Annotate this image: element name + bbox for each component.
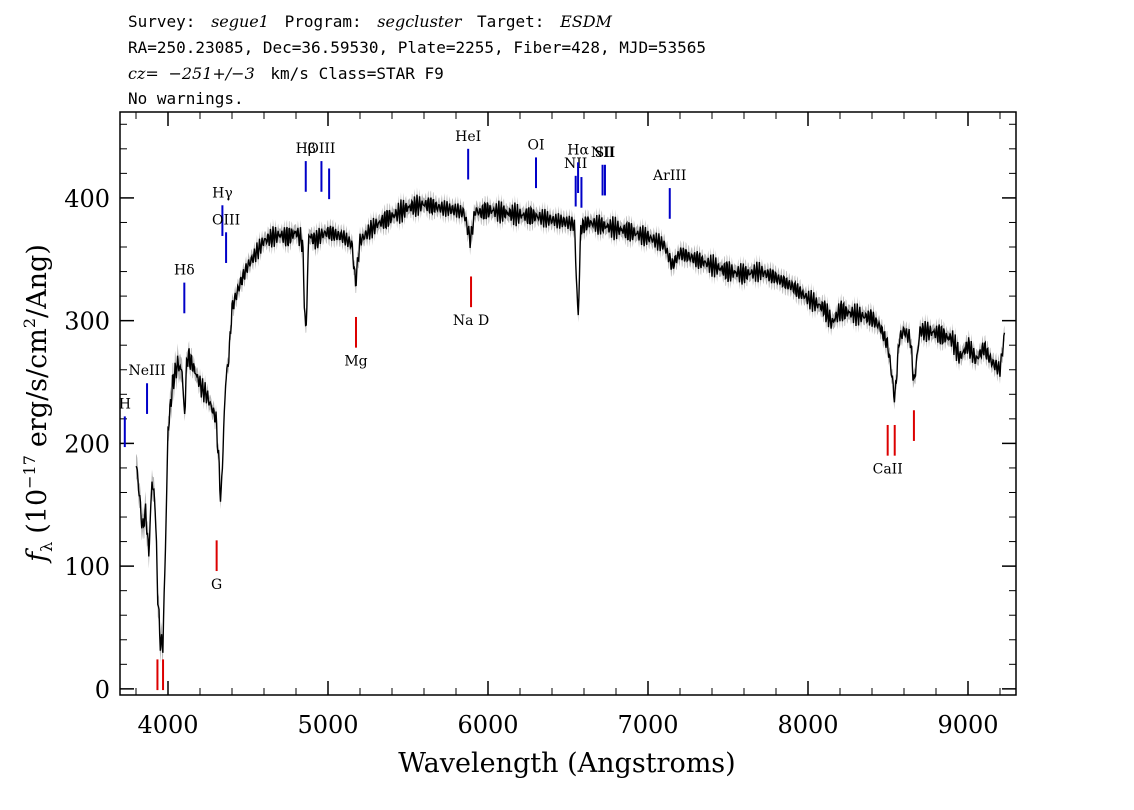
cz-value: −251+/−3 <box>168 64 254 83</box>
y-axis-title-exp2: 2 <box>20 318 39 328</box>
header-line-4: No warnings. <box>128 89 244 108</box>
emission-line-label: Hγ <box>212 185 233 201</box>
cz-label: cz= <box>128 64 159 83</box>
survey-value: segue1 <box>211 12 269 31</box>
y-tick-label: 100 <box>64 553 110 581</box>
header-line-2: RA=250.23085, Dec=36.59530, Plate=2255, … <box>128 38 706 57</box>
survey-label: Survey: <box>128 12 195 31</box>
error-band <box>136 187 1005 666</box>
cz-rest: km/s Class=STAR F9 <box>270 64 443 83</box>
absorption-line-label: Na D <box>453 313 489 329</box>
y-axis-title-sub: λ <box>37 542 56 552</box>
emission-line-label: Hα <box>567 142 589 158</box>
emission-line-label: Hδ <box>174 263 195 279</box>
axis-ticks <box>120 112 1016 695</box>
x-tick-label: 8000 <box>777 711 838 739</box>
emission-line-label: ArIII <box>652 168 686 184</box>
emission-line-label: HeI <box>455 129 481 145</box>
y-axis-title-units: erg/s/cm <box>22 328 53 447</box>
emission-line-label: OIII <box>212 212 240 228</box>
absorption-line-label: CaII <box>873 462 903 478</box>
y-axis-title-open: (10 <box>22 489 53 534</box>
program-value: segcluster <box>377 12 462 31</box>
target-value: ESDM <box>559 12 612 31</box>
header-line-1: Survey: segue1 Program: segcluster Targe… <box>128 12 613 31</box>
y-axis-title-exp: −17 <box>20 455 39 489</box>
program-label: Program: <box>285 12 362 31</box>
header-line-3: cz= −251+/−3 km/s Class=STAR F9 <box>128 64 444 83</box>
emission-line-label: NII <box>591 145 614 161</box>
emission-line-label: Hβ <box>296 141 316 157</box>
x-tick-label: 5000 <box>297 711 358 739</box>
y-tick-label: 200 <box>64 430 110 458</box>
y-tick-label: 300 <box>64 308 110 336</box>
tick-labels: 4000 5000 6000 7000 8000 9000 0 100 200 300 400 <box>64 185 998 739</box>
plot-frame <box>119 111 1017 696</box>
emission-line-label: SII <box>595 145 616 161</box>
error-band-layer <box>136 187 1005 666</box>
absorption-line-label: Mg <box>344 354 367 370</box>
emission-line-label: H <box>119 396 131 412</box>
emission-line-label: NeIII <box>128 363 165 379</box>
x-tick-label: 4000 <box>137 711 198 739</box>
spectrum-line <box>135 194 1006 653</box>
emission-line-label: NII <box>564 156 587 172</box>
y-tick-label: 400 <box>64 185 110 213</box>
y-axis-title-end: /Ang) <box>22 244 53 318</box>
emission-line-label: OIII <box>307 141 335 157</box>
target-label: Target: <box>477 12 544 31</box>
x-axis-title: Wavelength (Angstroms) <box>398 748 735 779</box>
y-tick-label: 0 <box>95 676 110 704</box>
y-axis-title: fλ(10−17erg/s/cm2/Ang) <box>20 244 56 564</box>
emission-line-label: OI <box>527 137 544 153</box>
x-tick-label: 6000 <box>457 711 518 739</box>
x-tick-label: 9000 <box>937 711 998 739</box>
x-tick-label: 7000 <box>617 711 678 739</box>
spectrum-layer <box>135 194 1006 653</box>
absorption-line-label: G <box>211 577 222 593</box>
